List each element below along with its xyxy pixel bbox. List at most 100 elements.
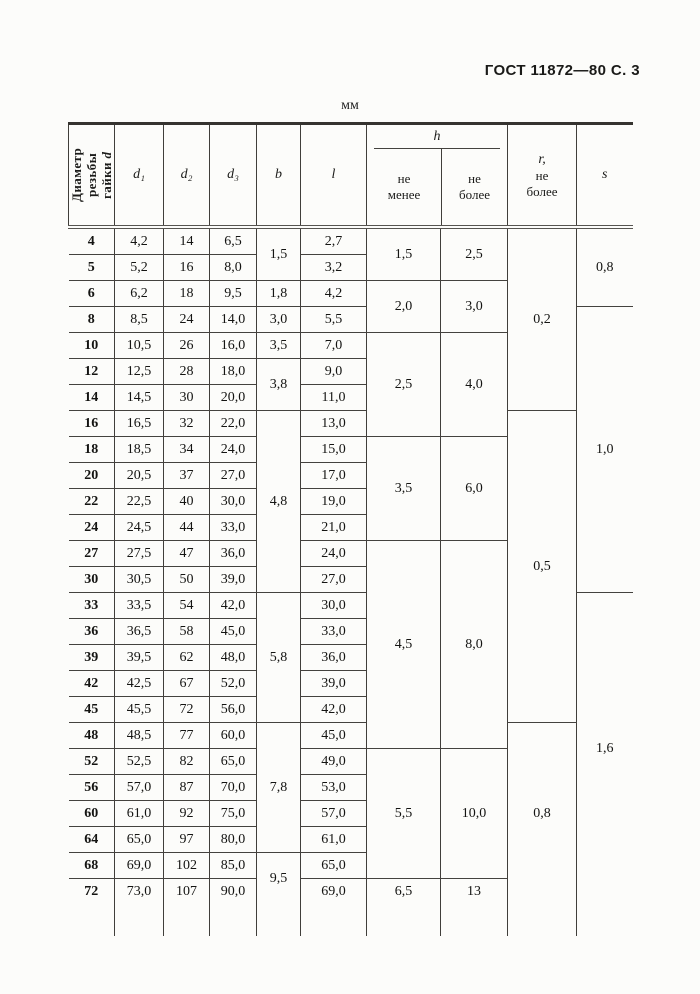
cell-b-d10: 3,5 [256, 332, 301, 359]
table-row-39: 39 39,5 62 48,0 36,0 [68, 644, 633, 671]
cell-d-36: 36 [68, 618, 115, 645]
table-row-16: 16 16,5 32 22,0 4,8 13,0 0,5 [68, 410, 633, 723]
table-header-row: Диаметр резьбы гайки d d₁ d₂ d₃ b l h не… [68, 123, 633, 229]
stub-cell [114, 904, 164, 936]
stub-cell [163, 904, 210, 936]
cell-b-d8: 3,0 [256, 306, 301, 333]
header-r-text: r, не более [508, 151, 576, 200]
cell-d-14: 14 [68, 384, 115, 411]
header-b: b [256, 123, 301, 229]
cell-d3-48: 60,0 [209, 722, 257, 749]
cell-l-16: 13,0 [300, 410, 367, 437]
cell-d1-48: 48,5 [114, 722, 164, 749]
cell-b-d16: 4,8 [256, 410, 301, 593]
table-row-45: 45 45,5 72 56,0 42,0 [68, 696, 633, 723]
cell-d2-14: 30 [163, 384, 210, 411]
cell-r-d4: 0,2 [507, 227, 577, 411]
header-d1: d₁ [114, 123, 164, 229]
cell-d2-52: 82 [163, 748, 210, 775]
cell-l-5: 3,2 [300, 254, 367, 281]
cell-d-30: 30 [68, 566, 115, 593]
cell-l-64: 61,0 [300, 826, 367, 853]
cell-d2-22: 40 [163, 488, 210, 515]
cell-d2-48: 77 [163, 722, 210, 749]
cell-d1-5: 5,2 [114, 254, 164, 281]
cell-d3-10: 16,0 [209, 332, 257, 359]
cell-l-6: 4,2 [300, 280, 367, 307]
cell-d-45: 45 [68, 696, 115, 723]
table-row-52: 52 52,5 82 65,0 49,0 5,5 10,0 [68, 748, 633, 879]
table-row-12: 12 12,5 28 18,0 3,8 9,0 [68, 358, 633, 411]
cell-d3-18: 24,0 [209, 436, 257, 463]
cell-d2-18: 34 [163, 436, 210, 463]
cell-d2-6: 18 [163, 280, 210, 307]
cell-d2-56: 87 [163, 774, 210, 801]
cell-h_max-d18: 6,0 [439, 436, 508, 541]
table-body: 4 4,2 14 6,5 1,5 2,7 1,5 2,5 0,2 0,8 5 5,2 16 8,0 3,2 6… [68, 227, 633, 936]
cell-d2-27: 47 [163, 540, 210, 567]
cell-l-27: 24,0 [300, 540, 367, 567]
header-diameter: Диаметр резьбы гайки d [68, 123, 115, 229]
cell-d3-16: 22,0 [209, 410, 257, 437]
cell-d3-68: 85,0 [209, 852, 257, 879]
cell-d2-45: 72 [163, 696, 210, 723]
cell-d-52: 52 [68, 748, 115, 775]
cell-l-48: 45,0 [300, 722, 367, 749]
cell-d1-56: 57,0 [114, 774, 164, 801]
cell-d-10: 10 [68, 332, 115, 359]
cell-h_min-d4: 1,5 [366, 227, 441, 281]
cell-d3-27: 36,0 [209, 540, 257, 567]
cell-d2-60: 92 [163, 800, 210, 827]
cell-d1-22: 22,5 [114, 488, 164, 515]
cell-h_min-d6: 2,0 [366, 280, 441, 333]
cell-d3-64: 80,0 [209, 826, 257, 853]
cell-d1-39: 39,5 [114, 644, 164, 671]
cell-b-d4: 1,5 [256, 227, 301, 281]
header-d2: d₂ [163, 123, 210, 229]
cell-l-20: 17,0 [300, 462, 367, 489]
cell-d2-10: 26 [163, 332, 210, 359]
table-row-36: 36 36,5 58 45,0 33,0 [68, 618, 633, 645]
cell-d1-10: 10,5 [114, 332, 164, 359]
cell-d-33: 33 [68, 592, 115, 619]
cell-l-45: 42,0 [300, 696, 367, 723]
table-row-20: 20 20,5 37 27,0 17,0 [68, 462, 633, 489]
table-row-48: 48 48,5 77 60,0 7,8 45,0 0,8 [68, 722, 633, 904]
cell-l-42: 39,0 [300, 670, 367, 697]
cell-d3-39: 48,0 [209, 644, 257, 671]
cell-d-8: 8 [68, 306, 115, 333]
cell-d-16: 16 [68, 410, 115, 437]
cell-d2-39: 62 [163, 644, 210, 671]
header-h-label: h [367, 125, 507, 149]
cell-l-14: 11,0 [300, 384, 367, 411]
cell-d3-45: 56,0 [209, 696, 257, 723]
cell-b-d68: 9,5 [256, 852, 301, 904]
cell-d-60: 60 [68, 800, 115, 827]
cell-d3-42: 52,0 [209, 670, 257, 697]
cell-d3-8: 14,0 [209, 306, 257, 333]
cell-s-d33: 1,6 [576, 592, 633, 904]
cell-s-d4: 0,8 [576, 227, 633, 307]
cell-d3-52: 65,0 [209, 748, 257, 775]
cell-d-24: 24 [68, 514, 115, 541]
stub-cell [576, 904, 633, 936]
cell-d-39: 39 [68, 644, 115, 671]
stub-cell [69, 904, 115, 936]
cell-d2-24: 44 [163, 514, 210, 541]
cell-d-56: 56 [68, 774, 115, 801]
cell-d3-72: 90,0 [209, 878, 257, 904]
cell-d3-36: 45,0 [209, 618, 257, 645]
table-row-10: 10 10,5 26 16,0 3,5 7,0 2,5 4,0 [68, 332, 633, 437]
cell-d2-68: 102 [163, 852, 210, 879]
cell-l-68: 65,0 [300, 852, 367, 879]
cell-d-5: 5 [68, 254, 115, 281]
cell-d2-36: 58 [163, 618, 210, 645]
cell-h_min-d27: 4,5 [366, 540, 441, 749]
cell-d1-45: 45,5 [114, 696, 164, 723]
cell-h_min-d18: 3,5 [366, 436, 441, 541]
cell-h_min-d72: 6,5 [366, 878, 441, 904]
cell-r-d48: 0,8 [507, 722, 577, 904]
cell-d3-12: 18,0 [209, 358, 257, 385]
header-diameter-wrap: Диаметр резьбы гайки d [69, 125, 114, 225]
